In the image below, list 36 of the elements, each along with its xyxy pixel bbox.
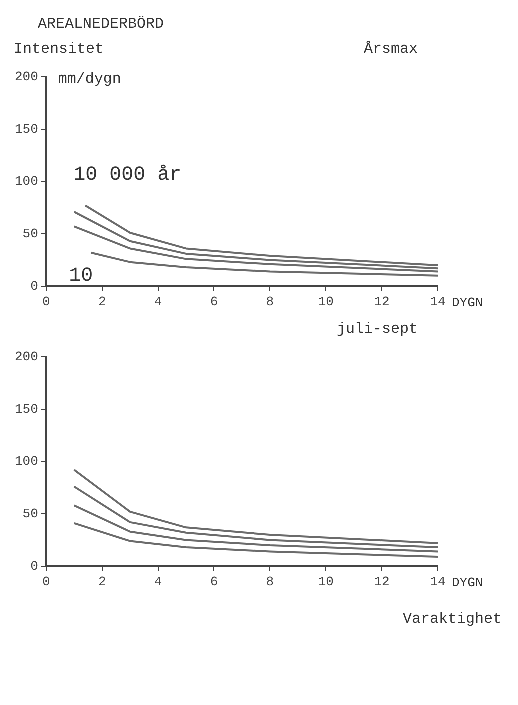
x-tick-label: 8 (266, 574, 274, 590)
y-tick-label: 200 (15, 69, 38, 84)
x-tick-label: 8 (266, 294, 274, 310)
chart-subtitle: Årsmax (364, 41, 418, 58)
x-tick-label: 12 (374, 574, 390, 590)
text: Varaktighet (402, 611, 503, 628)
x-tick-label: 0 (42, 294, 50, 310)
y-tick-label: 150 (15, 122, 38, 137)
y-tick-label: 0 (30, 558, 38, 574)
annotation: mm/dygn (58, 71, 122, 88)
x-tick-label: 6 (210, 574, 218, 590)
x-tick-label: 0 (42, 574, 50, 590)
x-tick-label: 12 (374, 294, 390, 310)
x-tick-label: 14 (430, 574, 446, 590)
x-tick-label: 10 (318, 294, 334, 310)
x-tick-label: 10 (318, 574, 334, 590)
y-tick-label: 50 (22, 506, 38, 522)
y-tick-label: 0 (30, 278, 38, 294)
y-tick-label: 150 (15, 402, 38, 417)
x-tick-label: 2 (98, 574, 106, 590)
x-tick-label: 4 (154, 294, 162, 310)
x-tick-label: 2 (98, 294, 106, 310)
x-tick-label: 14 (430, 294, 446, 310)
x-tick-label: 4 (154, 574, 162, 590)
y-tick-label: 100 (15, 174, 38, 190)
y-tick-label: 200 (15, 349, 38, 364)
series-label: 10 (69, 264, 94, 288)
x-axis-title: DYGN (452, 295, 484, 310)
chart-subtitle: juli-sept (336, 321, 418, 338)
x-axis-title: DYGN (452, 575, 484, 590)
chart-title: AREALNEDERBÖRD (37, 15, 166, 35)
series-label: 10 000 år (74, 164, 182, 187)
x-tick-label: 6 (210, 294, 218, 310)
y-tick-label: 100 (15, 454, 38, 470)
y-tick-label: 50 (22, 226, 38, 242)
y-axis-title: Intensitet (14, 41, 104, 58)
